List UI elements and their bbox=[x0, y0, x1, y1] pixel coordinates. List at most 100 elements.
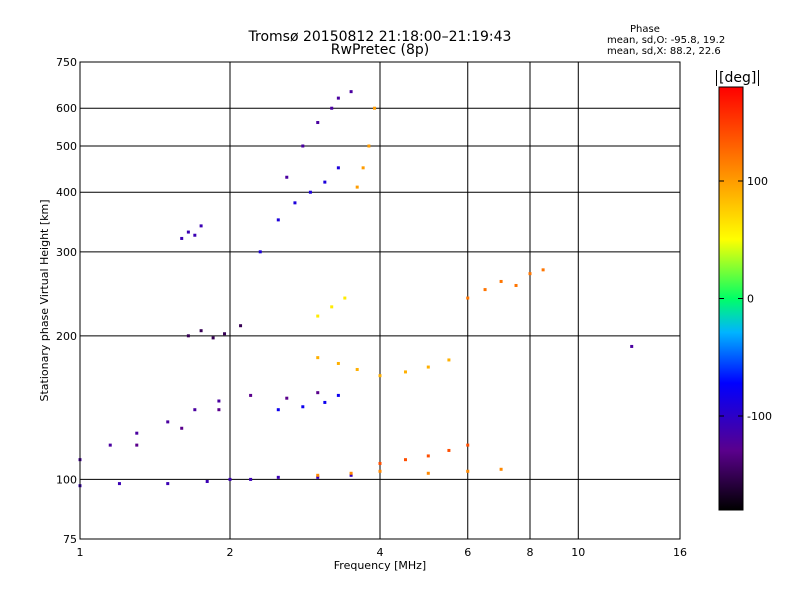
data-point bbox=[499, 279, 503, 283]
data-point bbox=[293, 201, 297, 205]
data-point bbox=[367, 144, 371, 148]
data-point bbox=[426, 365, 430, 369]
data-point bbox=[355, 185, 359, 189]
data-point bbox=[316, 475, 320, 479]
data-point bbox=[483, 288, 487, 292]
data-point bbox=[223, 332, 227, 336]
data-point bbox=[217, 399, 221, 403]
y-tick-label: 500 bbox=[56, 140, 77, 153]
data-point bbox=[378, 461, 382, 465]
data-point bbox=[378, 469, 382, 473]
y-axis-label: Stationary phase Virtual Height [km] bbox=[38, 199, 51, 401]
data-point bbox=[466, 296, 470, 300]
data-point bbox=[330, 106, 334, 110]
data-point bbox=[316, 121, 320, 125]
data-point bbox=[514, 283, 518, 287]
data-point bbox=[186, 334, 190, 338]
data-point bbox=[217, 408, 221, 412]
data-point bbox=[180, 236, 184, 240]
data-point bbox=[349, 471, 353, 475]
data-point bbox=[316, 473, 320, 477]
data-point bbox=[336, 96, 340, 100]
x-axis-label: Frequency [MHz] bbox=[334, 559, 426, 572]
data-point bbox=[301, 405, 305, 409]
data-point bbox=[108, 443, 112, 447]
colorbar-label: [deg] bbox=[716, 70, 760, 86]
phase-o-stats: mean, sd,O: -95.8, 19.2 bbox=[607, 35, 726, 46]
data-point bbox=[447, 448, 451, 452]
data-point bbox=[316, 391, 320, 395]
data-point bbox=[336, 166, 340, 170]
data-point bbox=[193, 408, 197, 412]
data-point bbox=[239, 324, 243, 328]
data-point bbox=[447, 358, 451, 362]
data-point bbox=[426, 454, 430, 458]
x-tick-label: 4 bbox=[377, 546, 384, 559]
data-point bbox=[166, 420, 170, 424]
y-tick-label: 750 bbox=[56, 56, 77, 69]
colorbar-tick-label: 100 bbox=[747, 175, 768, 188]
data-point bbox=[117, 482, 121, 486]
data-point bbox=[466, 469, 470, 473]
y-tick-label: 100 bbox=[56, 473, 77, 486]
data-point bbox=[336, 361, 340, 365]
data-point bbox=[378, 374, 382, 378]
data-point bbox=[258, 250, 262, 254]
data-point bbox=[276, 218, 280, 222]
data-point bbox=[276, 475, 280, 479]
data-point bbox=[630, 344, 634, 348]
data-point bbox=[403, 458, 407, 462]
data-point bbox=[349, 473, 353, 477]
data-point bbox=[316, 356, 320, 360]
data-point bbox=[355, 367, 359, 371]
data-point bbox=[499, 467, 503, 471]
data-point bbox=[180, 426, 184, 430]
x-axis-ticks: 1 2 4 6 8 10 16 bbox=[77, 546, 688, 559]
x-tick-label: 6 bbox=[464, 546, 471, 559]
data-point bbox=[285, 175, 289, 179]
data-point bbox=[426, 471, 430, 475]
x-tick-label: 8 bbox=[527, 546, 534, 559]
data-point bbox=[199, 329, 203, 333]
data-point bbox=[528, 272, 532, 276]
data-point bbox=[228, 477, 232, 481]
data-point bbox=[135, 431, 139, 435]
x-tick-label: 1 bbox=[77, 546, 84, 559]
y-tick-label: 400 bbox=[56, 186, 77, 199]
data-point bbox=[466, 443, 470, 447]
x-tick-label: 16 bbox=[673, 546, 687, 559]
y-axis-ticks: 75 100 200 300 400 500 600 750 bbox=[56, 56, 77, 546]
data-point bbox=[166, 482, 170, 486]
y-tick-label: 300 bbox=[56, 246, 77, 259]
data-point bbox=[211, 336, 215, 340]
data-point bbox=[336, 393, 340, 397]
data-point bbox=[373, 106, 377, 110]
data-points bbox=[78, 90, 634, 488]
data-point bbox=[330, 305, 334, 309]
colorbar-tick-label: -100 bbox=[747, 410, 772, 423]
data-point bbox=[205, 479, 209, 483]
data-point bbox=[285, 396, 289, 400]
data-point bbox=[135, 443, 139, 447]
data-point bbox=[323, 400, 327, 404]
data-point bbox=[316, 314, 320, 318]
chart-subtitle: RwPretec (8p) bbox=[330, 42, 430, 58]
x-tick-label: 10 bbox=[571, 546, 585, 559]
data-point bbox=[361, 166, 365, 170]
data-point bbox=[193, 233, 197, 237]
y-tick-label: 600 bbox=[56, 102, 77, 115]
x-tick-label: 2 bbox=[227, 546, 234, 559]
data-point bbox=[249, 477, 253, 481]
colorbar-ticks: -100 0 100 bbox=[719, 175, 772, 423]
plot-frame bbox=[79, 61, 681, 540]
grid-lines bbox=[80, 62, 680, 539]
data-point bbox=[186, 230, 190, 234]
data-point bbox=[343, 296, 347, 300]
data-point bbox=[323, 180, 327, 184]
data-point bbox=[276, 408, 280, 412]
phase-x-stats: mean, sd,X: 88.2, 22.6 bbox=[607, 46, 721, 57]
colorbar-tick-label: 0 bbox=[747, 293, 754, 306]
data-point bbox=[199, 224, 203, 228]
data-point bbox=[301, 144, 305, 148]
